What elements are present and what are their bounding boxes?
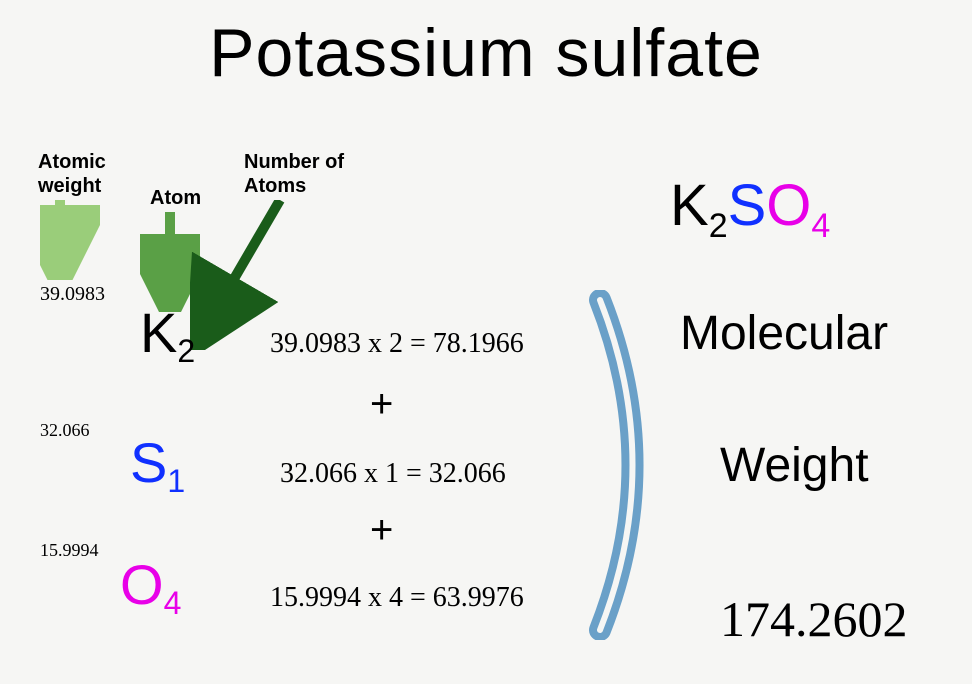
symbol-o: O xyxy=(120,553,164,616)
label-molecular: Molecular xyxy=(680,306,888,361)
element-k: K2 xyxy=(140,300,195,365)
label-number-of-atoms: Number of Atoms xyxy=(244,150,344,198)
sub-k: 2 xyxy=(177,333,195,369)
calc-s: 32.066 x 1 = 32.066 xyxy=(280,458,506,490)
symbol-k: K xyxy=(140,301,177,364)
label-atomic-weight: Atomic weight xyxy=(38,150,106,198)
plus-1: + xyxy=(370,382,393,427)
formula-k-sub: 2 xyxy=(709,207,728,245)
arrow-atomic-weight xyxy=(40,200,100,280)
aw-k: 39.0983 xyxy=(40,283,105,306)
element-o: O4 xyxy=(120,552,181,617)
sub-o: 4 xyxy=(164,585,182,621)
calc-o: 15.9994 x 4 = 63.9976 xyxy=(270,582,524,614)
label-weight: Weight xyxy=(720,438,869,493)
plus-2: + xyxy=(370,508,393,553)
aw-o: 15.9994 xyxy=(40,540,99,561)
formula-k: K xyxy=(670,173,709,238)
compound-title: Potassium sulfate xyxy=(0,14,972,92)
formula-o: O xyxy=(766,173,811,238)
formula-s: S xyxy=(728,173,767,238)
element-s: S1 xyxy=(130,430,185,495)
brace-icon xyxy=(580,290,680,640)
formula-o-sub: 4 xyxy=(811,207,830,245)
aw-s: 32.066 xyxy=(40,420,90,441)
molecular-weight-total: 174.2602 xyxy=(720,590,908,648)
symbol-s: S xyxy=(130,431,167,494)
calc-k: 39.0983 x 2 = 78.1966 xyxy=(270,328,524,360)
formula: K2SO4 xyxy=(670,172,830,239)
sub-s: 1 xyxy=(167,463,185,499)
